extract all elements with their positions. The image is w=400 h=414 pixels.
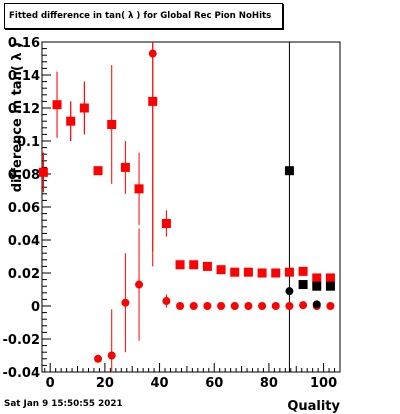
data-point-circle <box>162 297 171 306</box>
data-point-square <box>257 268 267 278</box>
data-point-square <box>284 267 294 277</box>
x-tick-label: 20 <box>96 376 114 391</box>
data-point-square <box>271 268 281 278</box>
data-point-circle <box>176 302 185 310</box>
y-tick-label: 0.14 <box>8 69 40 84</box>
data-point-circle <box>39 168 48 177</box>
y-tick-label: 0.06 <box>8 201 40 216</box>
data-point-circle <box>148 49 157 58</box>
data-point-circle <box>203 302 212 310</box>
y-tick-label: 0 <box>31 300 40 315</box>
y-tick-label: -0.04 <box>3 366 40 381</box>
data-point-circle <box>107 351 116 360</box>
title-box: Fitted difference in tan( λ ) for Global… <box>4 3 283 29</box>
data-point-square <box>216 265 226 275</box>
y-axis-ticks: -0.04 -0.02 0 0.02 0.04 0.06 0.08 0.1 0.12 0.14 0.… <box>3 36 51 381</box>
x-tick-label: 100 <box>310 376 337 391</box>
x-axis-ticks: 0 20 40 60 80 100 <box>44 363 337 391</box>
data-point-circle <box>258 302 267 310</box>
data-point-circle <box>230 302 239 310</box>
error-bars <box>42 42 290 372</box>
data-point-square <box>189 260 199 270</box>
data-point-square <box>312 281 322 291</box>
data-point-circle <box>53 100 62 109</box>
data-point-circle <box>285 287 294 296</box>
data-point-square <box>161 219 171 228</box>
data-point-circle <box>94 354 103 363</box>
x-tick-label: 60 <box>205 376 223 391</box>
data-markers <box>38 49 335 363</box>
x-tick-label: 40 <box>151 376 169 391</box>
data-point-circle <box>271 302 280 310</box>
x-axis-label: Quality <box>287 399 340 414</box>
data-point-square <box>243 267 253 277</box>
y-tick-label: 0.16 <box>8 36 40 51</box>
y-tick-label: 0.1 <box>17 135 40 150</box>
data-point-square <box>284 166 294 176</box>
data-point-circle <box>244 302 253 310</box>
data-point-square <box>148 96 158 106</box>
y-tick-label: 0.08 <box>8 168 40 183</box>
data-point-square <box>93 166 103 176</box>
data-point-square <box>325 273 335 283</box>
data-point-square <box>325 281 335 291</box>
x-tick-label: 0 <box>46 376 55 391</box>
y-tick-label: 0.02 <box>8 267 40 282</box>
data-point-circle <box>135 280 144 289</box>
data-point-square <box>298 280 308 290</box>
data-point-circle <box>312 300 321 309</box>
timestamp: Sat Jan 9 15:50:55 2021 <box>4 399 123 409</box>
plot-frame <box>41 41 341 373</box>
data-point-circle <box>285 302 294 310</box>
data-point-square <box>175 260 185 270</box>
data-point-circle <box>299 301 308 310</box>
data-point-square <box>230 267 240 277</box>
data-point-square <box>107 120 117 129</box>
data-point-circle <box>189 302 198 310</box>
data-point-circle <box>217 302 226 310</box>
chart-title: Fitted difference in tan( λ ) for Global… <box>9 11 272 21</box>
data-point-square <box>312 273 322 283</box>
data-point-square <box>120 162 130 172</box>
data-point-square <box>298 266 308 276</box>
data-point-circle <box>80 104 89 112</box>
data-point-circle <box>326 302 335 310</box>
data-point-circle <box>66 117 75 126</box>
y-tick-label: 0.12 <box>8 102 40 117</box>
y-axis-label: difference in tan( λ ) <box>10 42 25 192</box>
data-point-square <box>134 184 144 194</box>
y-tick-label: 0.04 <box>8 234 40 249</box>
data-point-square <box>202 261 212 271</box>
y-tick-label: -0.02 <box>3 333 40 348</box>
data-point-circle <box>121 298 130 307</box>
x-tick-label: 80 <box>260 376 278 391</box>
